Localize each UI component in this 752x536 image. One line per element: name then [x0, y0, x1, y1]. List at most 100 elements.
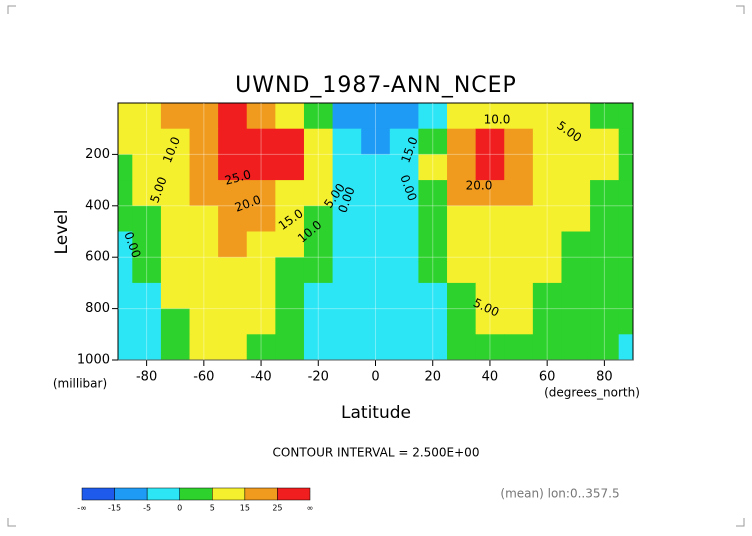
- field-cell: [275, 257, 305, 284]
- field-cell: [475, 180, 505, 207]
- field-cell: [418, 103, 448, 130]
- field-cell: [160, 180, 191, 207]
- field-cell: [332, 308, 362, 335]
- field-cell: [561, 205, 591, 232]
- field-cell: [504, 231, 534, 258]
- field-cell: [532, 308, 562, 335]
- field-cell: [275, 205, 305, 232]
- field-cell: [418, 205, 448, 232]
- field-cell: [332, 257, 362, 284]
- field-cell: [332, 231, 362, 258]
- field-cell: [504, 180, 534, 207]
- field-cell: [532, 180, 562, 207]
- field-cell: [447, 282, 477, 310]
- y-axis-label: Level: [52, 210, 72, 255]
- field-cell: [132, 308, 162, 335]
- colorbar-label: -15: [108, 504, 121, 513]
- field-cell: [160, 128, 191, 155]
- field-cell: [618, 257, 634, 284]
- field-cell: [532, 205, 562, 232]
- field-cell: [118, 334, 133, 361]
- field-cell: [118, 308, 133, 335]
- field-cell: [447, 205, 477, 232]
- field-cell: [475, 308, 505, 335]
- colorbar-bin: [212, 487, 246, 501]
- y-tick-label: 600: [85, 250, 110, 265]
- field-cell: [275, 180, 305, 207]
- field-cell: [189, 180, 219, 207]
- field-cell: [118, 128, 133, 155]
- field-cell: [618, 103, 634, 130]
- field-cell: [303, 257, 334, 284]
- field-cell: [618, 308, 634, 335]
- field-cell: [246, 103, 276, 130]
- field-cell: [189, 154, 219, 181]
- field-cell: [246, 154, 276, 181]
- field-cell: [618, 231, 634, 258]
- field-cell: [618, 334, 634, 361]
- field-cell: [118, 231, 133, 258]
- field-cell: [389, 257, 419, 284]
- field-cell: [361, 231, 391, 258]
- field-cell: [590, 231, 620, 258]
- field-cell: [160, 231, 191, 258]
- field-cell: [590, 257, 620, 284]
- field-cell: [618, 128, 634, 155]
- field-cell: [246, 334, 276, 361]
- field-cell: [561, 180, 591, 207]
- field-cell: [303, 154, 334, 181]
- field-cell: [475, 103, 505, 130]
- field-cell: [532, 334, 562, 361]
- field-cell: [618, 154, 634, 181]
- field-cell: [475, 205, 505, 232]
- field-cell: [447, 231, 477, 258]
- field-cell: [561, 308, 591, 335]
- overlay: -80 -60 -40 -20 0 20 40 60 80 200 400 600 800 1000 10.…: [77, 102, 634, 385]
- field-cell: [618, 282, 634, 310]
- field-cell: [561, 103, 591, 130]
- field-cell: [532, 103, 562, 130]
- field-cell: [475, 334, 505, 361]
- field-cell: [418, 128, 448, 155]
- field-cell: [246, 257, 276, 284]
- field-cell: [532, 154, 562, 181]
- field-cell: [361, 154, 391, 181]
- field-cell: [361, 282, 391, 310]
- chart-title: UWND_1987-ANN_NCEP: [235, 73, 517, 98]
- field-cell: [590, 205, 620, 232]
- field-cell: [303, 128, 334, 155]
- field-cell: [332, 205, 362, 232]
- field-cell: [504, 308, 534, 335]
- field-cell: [475, 154, 505, 181]
- field-cell: [590, 334, 620, 361]
- field-cell: [218, 205, 248, 232]
- field-cell: [218, 308, 248, 335]
- field-cell: [160, 334, 191, 361]
- field-cell: [504, 103, 534, 130]
- field-cell: [132, 103, 162, 130]
- colorbar-end-label: ∞: [307, 504, 314, 513]
- field-cell: [303, 308, 334, 335]
- field-cell: [504, 128, 534, 155]
- x-tick-label: 20: [424, 370, 441, 385]
- field-cell: [504, 205, 534, 232]
- field-cell: [361, 180, 391, 207]
- field-cell: [218, 180, 248, 207]
- info-text: (mean) lon:0..357.5: [500, 487, 619, 501]
- field-cell: [389, 282, 419, 310]
- field-cell: [118, 205, 133, 232]
- field-cell: [189, 308, 219, 335]
- field-cell: [189, 231, 219, 258]
- field-cell: [561, 128, 591, 155]
- field-cell: [332, 180, 362, 207]
- y-tick-label: 1000: [77, 353, 110, 368]
- x-tick-label: 80: [596, 370, 613, 385]
- colorbar-bin: [244, 487, 278, 501]
- field-cell: [189, 282, 219, 310]
- field-cell: [475, 257, 505, 284]
- field-cell: [275, 231, 305, 258]
- field-cell: [218, 231, 248, 258]
- field-cell: [590, 154, 620, 181]
- colorbar-bin: [114, 487, 148, 501]
- field-cell: [561, 154, 591, 181]
